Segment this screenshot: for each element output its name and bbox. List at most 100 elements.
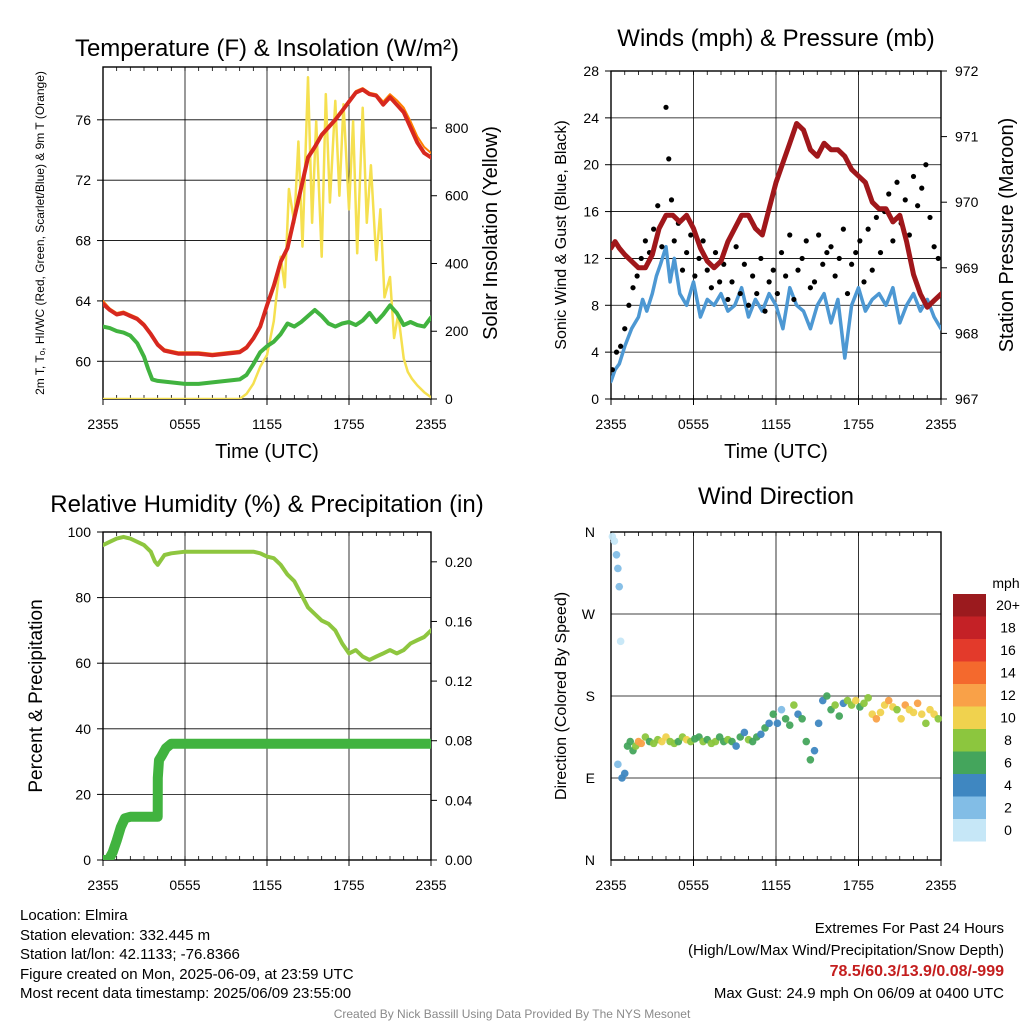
legend-swatch — [953, 729, 986, 752]
y-tick-label: 16 — [583, 204, 599, 220]
legend-swatch — [953, 639, 986, 662]
gust-point — [774, 290, 780, 297]
legend-label: 18 — [1000, 620, 1016, 636]
gust-point — [832, 273, 838, 279]
x-tick-label: 2355 — [87, 416, 118, 432]
gust-point — [865, 226, 871, 232]
gust-point — [638, 255, 644, 262]
y-tick-label: S — [586, 688, 595, 704]
gust-point — [783, 273, 789, 279]
direction-point — [740, 728, 749, 737]
direction-point — [626, 737, 635, 746]
direction-point — [802, 737, 811, 746]
gust-point — [803, 238, 809, 244]
direction-point — [872, 714, 881, 723]
y-tick-label: 0 — [591, 391, 599, 407]
y-right-tick-label: 400 — [445, 255, 469, 271]
gust-point — [820, 261, 826, 267]
y-tick-label: 60 — [75, 353, 91, 369]
gust-point — [700, 238, 706, 244]
gust-point — [910, 173, 917, 180]
gust-point — [725, 296, 731, 303]
gust-point — [611, 367, 615, 373]
dewpoint-line — [103, 303, 431, 386]
gust-point — [902, 197, 908, 203]
x-tick-label: 0555 — [678, 877, 709, 893]
gust-point — [737, 290, 743, 297]
direction-point — [860, 699, 868, 708]
legend-swatch — [953, 684, 986, 707]
gust-point — [795, 267, 801, 273]
gust-point — [770, 267, 776, 273]
y-tick-label: 40 — [75, 721, 91, 737]
series-group — [103, 75, 431, 399]
gust-point — [766, 279, 772, 285]
gust-point — [688, 232, 694, 238]
gust-point — [634, 273, 640, 279]
gust-point — [886, 191, 892, 197]
panel-1: 2355 0555 1155 1755 2355 0 4 8 12 16 20 24 28 967 968 9… — [553, 25, 1018, 463]
gust-point — [791, 296, 797, 303]
chart-title: Relative Humidity (%) & Precipitation (i… — [50, 491, 483, 518]
chart-title: Wind Direction — [698, 483, 854, 510]
direction-point — [864, 694, 872, 702]
legend-swatch — [953, 706, 986, 729]
legend-swatch — [953, 796, 986, 819]
y-right-tick-label: 0.12 — [445, 673, 472, 689]
legend-swatch — [953, 751, 986, 774]
direction-point — [614, 564, 622, 573]
y-tick-label: N — [585, 852, 595, 868]
y-axis-label: Direction (Colored By Speed) — [553, 592, 570, 800]
x-tick-label: 2355 — [595, 877, 626, 893]
gust-point — [890, 238, 896, 244]
direction-point — [917, 710, 926, 719]
x-axis-label: Time (UTC) — [724, 441, 828, 463]
gust-point — [849, 261, 855, 267]
gust-point — [824, 249, 830, 256]
y-right-tick-label: 0.16 — [445, 613, 472, 629]
legend-swatch — [953, 594, 986, 617]
y-right-tick-label: 0.20 — [445, 554, 472, 570]
direction-point — [934, 714, 943, 723]
x-tick-label: 1755 — [843, 416, 874, 432]
gust-point — [651, 226, 657, 232]
plot-frame — [610, 531, 942, 861]
direction-point — [798, 714, 806, 723]
max-gust-label: Max Gust: 24.9 mph On 06/09 at 0400 UTC — [713, 984, 1004, 1002]
y-right-tick-label: 971 — [955, 129, 979, 145]
y-tick-label: 72 — [75, 172, 91, 188]
gust-point — [671, 238, 677, 244]
direction-point — [614, 760, 622, 769]
direction-point — [615, 582, 624, 591]
gust-point — [655, 203, 661, 209]
y-right-tick-label: 0.08 — [445, 733, 472, 749]
precip-line — [103, 738, 431, 860]
y-right-tick-label: 200 — [445, 323, 469, 339]
gust-point — [836, 255, 842, 262]
y-tick-label: N — [585, 524, 595, 540]
y-tick-label: 0 — [83, 852, 91, 868]
gust-point — [906, 232, 912, 238]
gust-point — [915, 203, 921, 209]
legend-unit: mph — [992, 575, 1019, 591]
pressure-line — [611, 121, 941, 310]
chart-title: Winds (mph) & Pressure (mb) — [617, 25, 934, 52]
direction-point — [806, 755, 815, 764]
extremes-values: 78.5/60.3/13.9/0.08/-999 — [829, 963, 1004, 980]
legend-label: 8 — [1004, 732, 1012, 748]
plot-frame — [102, 66, 432, 400]
gust-point — [869, 267, 875, 273]
gust-point — [684, 249, 690, 256]
direction-point — [913, 699, 922, 708]
y-tick-label: 76 — [75, 112, 91, 128]
gust-point — [626, 302, 632, 308]
chart-title: Temperature (F) & Insolation (W/m²) — [75, 35, 459, 62]
legend-swatch — [953, 774, 986, 797]
gust-point — [618, 343, 624, 349]
gust-point — [816, 232, 822, 238]
gust-point — [758, 255, 764, 262]
direction-point — [610, 537, 619, 545]
direction-point — [922, 719, 930, 728]
direction-point — [790, 701, 798, 709]
rh-line — [103, 534, 431, 662]
